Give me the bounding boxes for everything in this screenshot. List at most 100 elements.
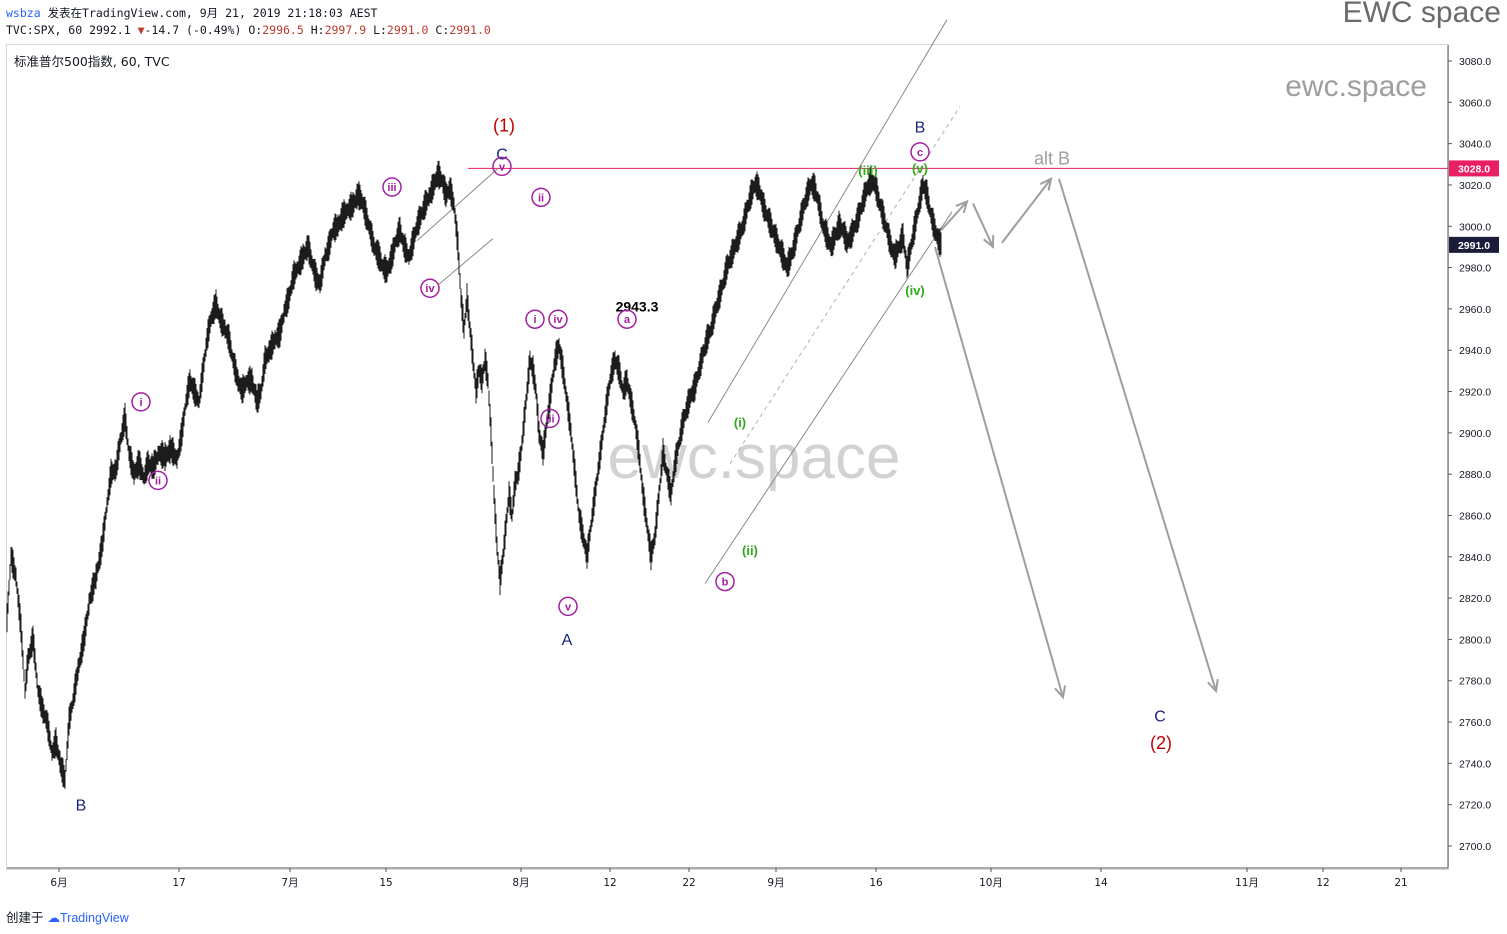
channel-mid-line	[729, 106, 961, 465]
projection-arrow-down-1	[934, 246, 1064, 698]
open-label: O:	[248, 23, 263, 37]
y-tick-label: 3040.0	[1459, 139, 1491, 151]
wave-label: i	[533, 314, 536, 326]
x-tick-label: 21	[1394, 877, 1407, 889]
x-tick-label: 17	[172, 877, 185, 889]
created-with-label: 创建于	[6, 910, 44, 925]
low-label: L:	[373, 23, 387, 37]
wave-label: alt B	[1034, 148, 1070, 168]
wave-label: i	[139, 397, 142, 409]
current-price-tag: 2991.0	[1458, 240, 1490, 252]
y-tick-label: 2920.0	[1459, 387, 1491, 399]
wave-label-circle	[420, 278, 440, 298]
footer: 创建于 ☁TradingView	[6, 907, 129, 926]
y-axis[interactable]: 2700.0 2720.0 2740.0 2760.0 2780.0 2800.0 2820…	[1447, 45, 1491, 868]
x-axis[interactable]: 6月 17 7月 15 8月 12 22 9月 16 10月 14 11月 12 21	[7, 867, 1448, 889]
wave-label: ii	[538, 192, 544, 204]
wave-label-circle	[525, 309, 545, 329]
y-tick-label: 2800.0	[1459, 634, 1491, 646]
y-tick-label: 2860.0	[1459, 510, 1491, 522]
y-tick-label: 2780.0	[1459, 676, 1491, 688]
tradingview-brand[interactable]: TradingView	[60, 911, 129, 925]
resistance-price-tag: 3028.0	[1458, 163, 1490, 175]
wave-label: ii	[155, 475, 161, 487]
trendlines	[416, 19, 1448, 584]
wave-label: B	[915, 120, 926, 137]
y-tick-label: 2900.0	[1459, 428, 1491, 440]
x-tick-label: 10月	[979, 877, 1003, 889]
x-tick-label: 11月	[1235, 877, 1259, 889]
wave-label-circle	[148, 470, 168, 491]
wave-label-circle	[910, 142, 930, 162]
change-value: -14.7 (-0.49%)	[144, 23, 242, 37]
wave-label: a	[624, 314, 631, 326]
y-tick-label: 3000.0	[1459, 221, 1491, 233]
author-username[interactable]: wsbza	[6, 6, 41, 20]
wave-label: iii	[545, 413, 554, 425]
y-tick-label: 3020.0	[1459, 180, 1491, 192]
resistance-price-tag-bg	[1449, 160, 1499, 177]
wave-label-circle	[382, 177, 402, 197]
top-watermark: ewc.space	[1285, 70, 1427, 103]
low-value: 2991.0	[386, 23, 429, 37]
publish-info: 发表在TradingView.com, 9月 21, 2019 21:18:03…	[47, 6, 378, 20]
arrowhead	[983, 234, 995, 250]
wedge-lower-line	[438, 238, 494, 285]
y-tick-label: 3060.0	[1459, 97, 1491, 109]
publish-header: wsbza 发表在TradingView.com, 9月 21, 2019 21…	[6, 5, 377, 21]
y-tick-label: 2720.0	[1459, 800, 1491, 812]
wave-label: (iv)	[905, 283, 925, 298]
wave-label: iv	[553, 314, 563, 326]
wave-label: (2)	[1150, 733, 1172, 753]
x-tick-label: 15	[379, 877, 392, 889]
current-price-tag-bg	[1449, 236, 1499, 253]
price-series	[6, 160, 942, 789]
instrument-title: 标准普尔500指数, 60, TVC	[14, 54, 170, 69]
x-tick-label: 9月	[767, 877, 784, 889]
ohlc-header: TVC:SPX, 60 2992.1 ▼-14.7 (-0.49%) O: 299…	[6, 23, 491, 37]
projection-arrows	[934, 176, 1219, 700]
wave-label: iv	[425, 283, 435, 295]
wave-label-circle	[558, 596, 578, 617]
center-watermark: ewc.space	[608, 423, 901, 492]
wave-label: c	[917, 147, 923, 159]
y-tick-label: 2960.0	[1459, 304, 1491, 316]
x-tick-label: 12	[603, 877, 616, 889]
tradingview-logo-icon: ☁	[47, 910, 61, 925]
channel-lower-line	[704, 211, 953, 584]
x-tick-label: 22	[682, 877, 695, 889]
arrowhead	[1054, 685, 1067, 700]
price-bars	[6, 160, 942, 789]
wave-label: A	[562, 632, 573, 649]
y-tick-label: 2740.0	[1459, 758, 1491, 770]
x-tick-label: 12	[1316, 877, 1329, 889]
wave-label-circle	[492, 156, 512, 177]
projection-arrow-up-1	[940, 200, 968, 232]
x-tick-label: 7月	[281, 877, 298, 889]
wave-label-circle	[617, 309, 637, 329]
wave-label: (v)	[912, 161, 928, 176]
x-tick-label: 14	[1094, 877, 1108, 889]
projection-arrow-up-2	[1001, 178, 1052, 244]
wave-label: B	[76, 797, 87, 814]
wedge-upper-line	[416, 168, 499, 242]
y-tick-label: 3080.0	[1459, 56, 1491, 68]
close-label: C:	[435, 23, 450, 37]
y-tick-label: 2760.0	[1459, 717, 1491, 729]
y-tick-label: 2940.0	[1459, 345, 1491, 357]
down-arrow-icon: ▼	[137, 23, 145, 37]
wave-label: v	[565, 601, 572, 613]
arrowhead	[1039, 176, 1053, 191]
wave-label-circle	[531, 187, 551, 208]
wave-label: b	[722, 577, 729, 589]
arrowhead	[955, 199, 969, 214]
arrowhead	[1207, 679, 1219, 694]
channel-upper-line	[707, 19, 948, 423]
x-tick-label: 16	[869, 877, 883, 889]
wave-label: C	[496, 147, 508, 164]
wave-label: iii	[387, 182, 396, 194]
wave-label: v	[499, 161, 506, 173]
symbol-info: TVC:SPX, 60 2992.1	[6, 23, 131, 37]
projection-arrow-down-3	[1058, 178, 1217, 692]
